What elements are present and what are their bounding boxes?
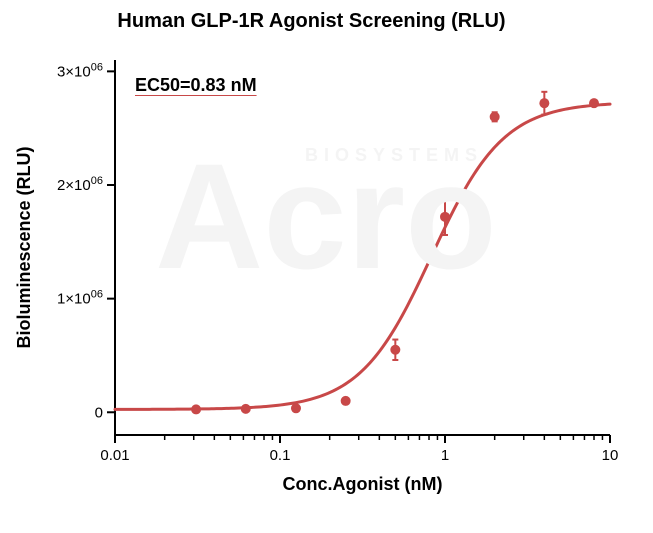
data-point — [390, 345, 400, 355]
data-point — [191, 404, 201, 414]
ec50-annotation: EC50=0.83 nM — [135, 75, 257, 96]
svg-text:10: 10 — [602, 447, 619, 464]
data-point — [440, 212, 450, 222]
svg-text:Bioluminescence (RLU): Bioluminescence (RLU) — [14, 146, 34, 348]
svg-text:0: 0 — [95, 404, 103, 421]
svg-text:0.1: 0.1 — [270, 447, 291, 464]
svg-text:1×1006: 1×1006 — [57, 289, 103, 308]
chart-svg: 0.01 0.1 1 10 0 1×1006 2×1006 3×1006 Conc.Agonis… — [0, 0, 653, 528]
svg-text:Conc.Agonist (nM): Conc.Agonist (nM) — [283, 474, 443, 494]
data-point — [490, 112, 500, 122]
svg-text:0.01: 0.01 — [100, 447, 129, 464]
data-point — [539, 98, 549, 108]
data-point — [589, 98, 599, 108]
data-point — [241, 404, 251, 414]
chart-title: Human GLP-1R Agonist Screening (RLU) — [0, 10, 623, 33]
data-point — [341, 396, 351, 406]
data-point — [291, 403, 301, 413]
svg-text:3×1006: 3×1006 — [57, 61, 103, 80]
svg-text:2×1006: 2×1006 — [57, 175, 103, 194]
svg-text:1: 1 — [441, 447, 449, 464]
chart-container: Human GLP-1R Agonist Screening (RLU) Acr… — [0, 0, 653, 528]
